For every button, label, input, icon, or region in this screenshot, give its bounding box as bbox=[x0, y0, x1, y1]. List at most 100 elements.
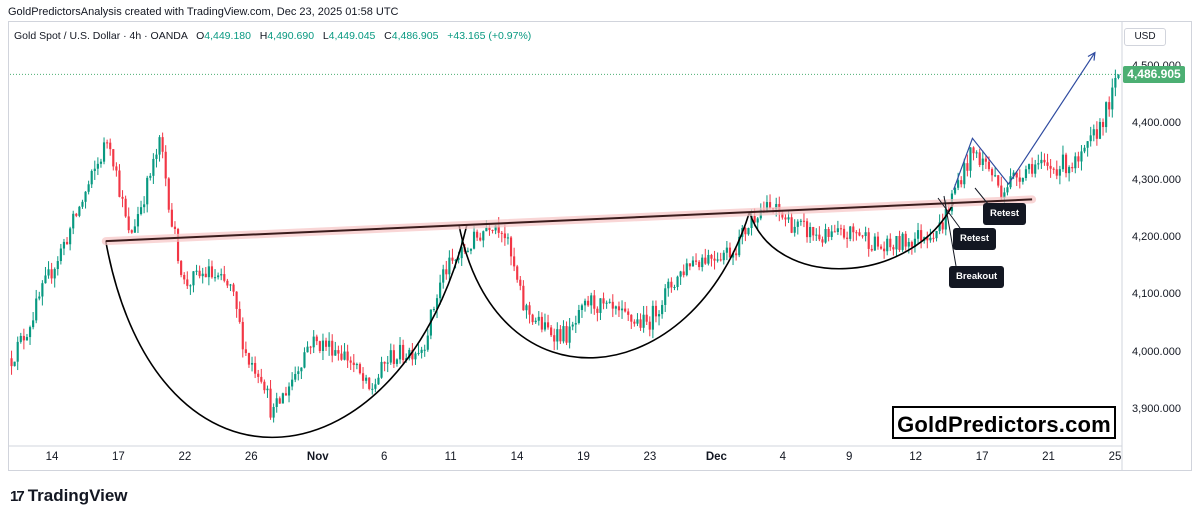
candle-body bbox=[602, 298, 605, 304]
candle-body bbox=[213, 277, 217, 279]
callout-line bbox=[943, 195, 957, 267]
candle bbox=[189, 284, 192, 295]
time-tick-label: 25 bbox=[1108, 451, 1122, 463]
candle-body bbox=[642, 314, 645, 328]
candle-body bbox=[423, 349, 426, 351]
candle-body bbox=[72, 213, 75, 229]
candle bbox=[661, 300, 664, 319]
candle bbox=[617, 301, 621, 317]
candle bbox=[1061, 145, 1065, 172]
candle-body bbox=[241, 321, 244, 350]
candle bbox=[688, 263, 691, 271]
candle-body bbox=[556, 329, 559, 342]
candle bbox=[426, 329, 429, 352]
time-tick-label: 17 bbox=[975, 451, 989, 463]
candle-body bbox=[136, 214, 140, 227]
candle bbox=[642, 305, 645, 333]
candle-body bbox=[963, 163, 966, 185]
candle bbox=[602, 292, 605, 310]
candle bbox=[1064, 152, 1068, 178]
candle-body bbox=[901, 233, 904, 250]
tradingview-logo[interactable]: 17 TradingView bbox=[10, 486, 128, 506]
candle-body bbox=[941, 222, 944, 230]
candle bbox=[553, 328, 556, 351]
time-tick-label: 9 bbox=[846, 451, 853, 463]
candle-body bbox=[118, 170, 121, 197]
candle-body bbox=[1111, 87, 1114, 110]
candle-body bbox=[284, 393, 288, 396]
candle-body bbox=[775, 203, 778, 210]
candle-body bbox=[935, 231, 938, 239]
candle-body bbox=[420, 349, 423, 353]
candle bbox=[747, 227, 750, 236]
projection-path[interactable] bbox=[953, 52, 1096, 190]
candle bbox=[1031, 157, 1034, 178]
time-tick-label: 21 bbox=[1042, 451, 1055, 463]
candle-body bbox=[802, 220, 806, 222]
candle bbox=[519, 275, 522, 291]
candle-body bbox=[519, 279, 522, 286]
candle-body bbox=[143, 204, 146, 208]
candle-body bbox=[19, 335, 22, 342]
candle-body bbox=[886, 238, 889, 252]
candle bbox=[161, 132, 164, 159]
candle bbox=[139, 200, 143, 216]
candle-body bbox=[96, 163, 99, 169]
candle-body bbox=[926, 237, 929, 241]
candle-body bbox=[426, 335, 429, 350]
candle-body bbox=[617, 306, 621, 311]
candle-body bbox=[1101, 121, 1105, 128]
candle-body bbox=[152, 158, 155, 176]
price-change: +43.165 (+0.97%) bbox=[447, 30, 532, 42]
candle bbox=[337, 345, 340, 361]
candle bbox=[374, 378, 377, 393]
candle-body bbox=[765, 202, 769, 213]
candle bbox=[343, 343, 346, 361]
candle-body bbox=[661, 304, 664, 315]
symbol-name[interactable]: Gold Spot / U.S. Dollar · 4h · OANDA bbox=[14, 30, 188, 42]
candle bbox=[383, 361, 386, 372]
candle bbox=[355, 362, 358, 370]
candle bbox=[186, 271, 189, 289]
candle-body bbox=[229, 284, 232, 286]
currency-selector[interactable]: USD bbox=[1124, 28, 1166, 46]
candle-body bbox=[1037, 163, 1040, 165]
candle-body bbox=[309, 346, 312, 348]
candle-body bbox=[1021, 177, 1024, 182]
candle bbox=[275, 392, 278, 413]
candle-body bbox=[220, 274, 223, 276]
candle bbox=[448, 250, 451, 281]
candle bbox=[556, 322, 559, 350]
candle bbox=[28, 325, 32, 345]
candle bbox=[152, 153, 155, 184]
time-tick-label: 22 bbox=[178, 451, 192, 463]
candle-body bbox=[648, 321, 651, 330]
candle bbox=[1043, 153, 1046, 166]
candle-body bbox=[139, 207, 143, 215]
candle-body bbox=[183, 274, 186, 280]
candle-body bbox=[818, 234, 821, 240]
neckline[interactable] bbox=[105, 198, 1033, 243]
price-tick-label: 4,100.000 bbox=[1132, 288, 1181, 301]
candle-body bbox=[374, 384, 377, 389]
candle bbox=[257, 369, 260, 384]
candle-body bbox=[839, 228, 843, 230]
candle-body bbox=[975, 152, 978, 154]
time-tick-label: 19 bbox=[577, 451, 590, 463]
candle bbox=[1015, 171, 1018, 187]
candle bbox=[346, 344, 349, 368]
candle bbox=[164, 145, 167, 187]
candle bbox=[719, 252, 722, 262]
candle-body bbox=[858, 232, 861, 236]
chart-credit-header: GoldPredictorsAnalysis created with Trad… bbox=[8, 6, 399, 18]
ohlc-low-value: 4,449.045 bbox=[328, 30, 376, 42]
candle-body bbox=[414, 353, 417, 360]
candle-body bbox=[1031, 164, 1034, 174]
candle bbox=[577, 304, 580, 325]
candle-body bbox=[562, 326, 565, 342]
candle bbox=[568, 318, 571, 349]
candle bbox=[608, 298, 611, 304]
time-tick-label: 14 bbox=[45, 451, 59, 463]
candle bbox=[25, 333, 29, 341]
